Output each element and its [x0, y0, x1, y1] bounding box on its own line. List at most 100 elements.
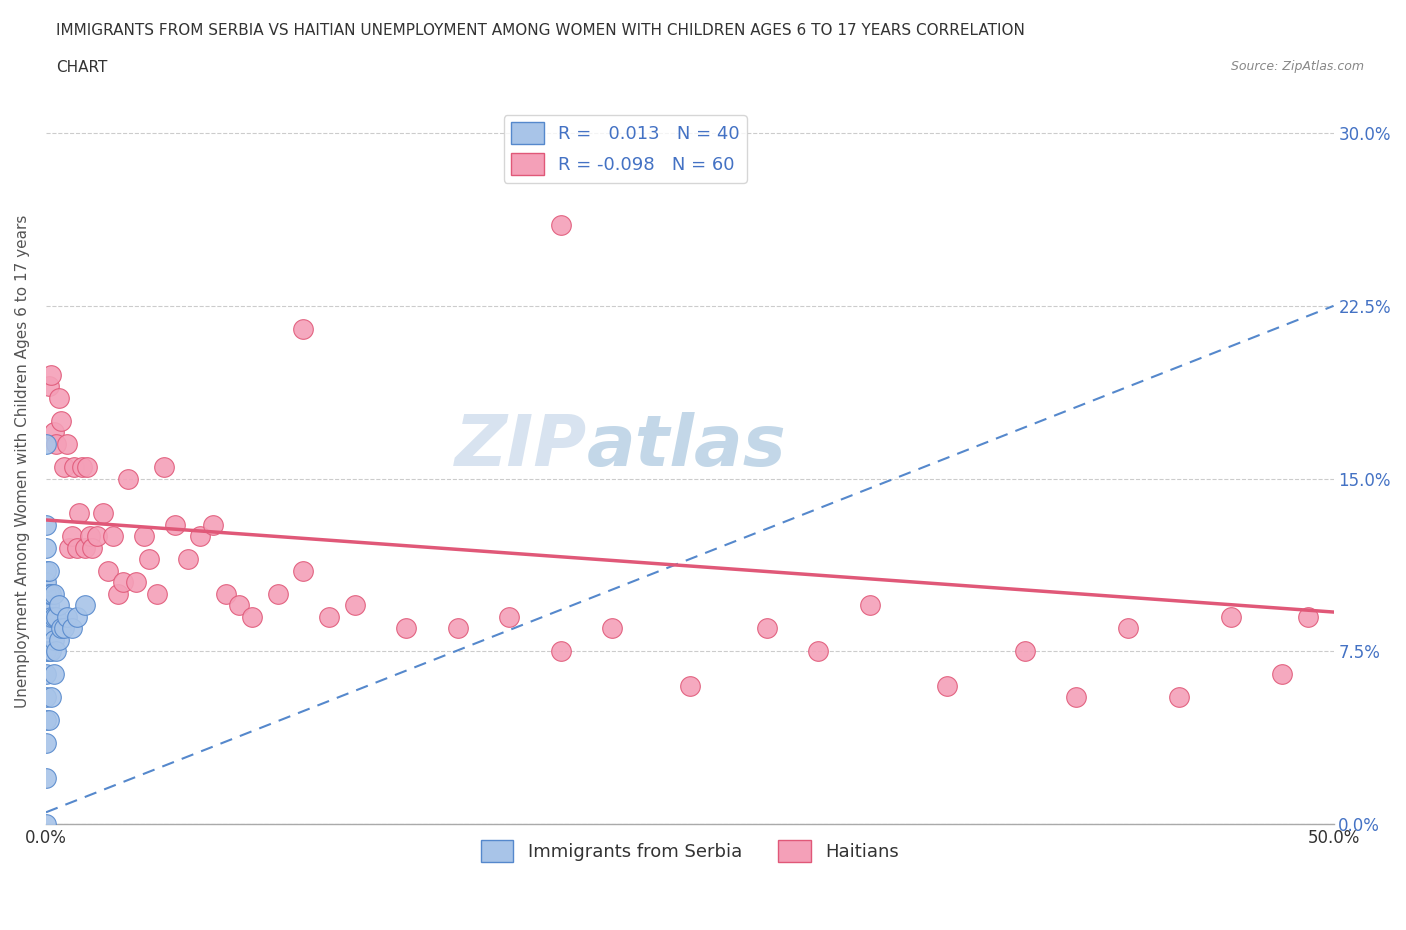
Point	[63, 459, 86, 474]
Point	[38, 564, 60, 578]
Text: atlas: atlas	[586, 412, 786, 481]
Point	[39, 690, 62, 705]
Point	[73, 598, 96, 613]
Point	[215, 586, 238, 601]
Point	[138, 551, 160, 566]
Point	[35, 517, 58, 532]
Point	[35, 690, 58, 705]
Point	[38, 644, 60, 658]
Point	[35, 586, 58, 601]
Point	[292, 564, 315, 578]
Point	[163, 517, 186, 532]
Point	[107, 586, 129, 601]
Point	[35, 564, 58, 578]
Point	[1271, 667, 1294, 682]
Point	[498, 609, 520, 624]
Point	[39, 586, 62, 601]
Point	[42, 586, 65, 601]
Point	[86, 528, 108, 543]
Point	[53, 620, 76, 635]
Point	[60, 620, 83, 635]
Point	[39, 644, 62, 658]
Y-axis label: Unemployment Among Women with Children Ages 6 to 17 years: Unemployment Among Women with Children A…	[15, 215, 30, 708]
Point	[395, 620, 418, 635]
Point	[1219, 609, 1241, 624]
Point	[35, 712, 58, 727]
Point	[292, 322, 315, 337]
Point	[73, 540, 96, 555]
Point	[1296, 609, 1319, 624]
Point	[1168, 690, 1191, 705]
Legend: Immigrants from Serbia, Haitians: Immigrants from Serbia, Haitians	[474, 832, 905, 870]
Point	[1116, 620, 1139, 635]
Point	[45, 609, 67, 624]
Point	[190, 528, 212, 543]
Point	[45, 644, 67, 658]
Point	[35, 598, 58, 613]
Point	[35, 667, 58, 682]
Point	[66, 609, 89, 624]
Point	[550, 644, 572, 658]
Point	[42, 632, 65, 647]
Point	[45, 436, 67, 451]
Point	[82, 540, 104, 555]
Point	[35, 620, 58, 635]
Point	[807, 644, 830, 658]
Point	[39, 609, 62, 624]
Point	[125, 575, 148, 590]
Point	[38, 598, 60, 613]
Point	[447, 620, 470, 635]
Point	[35, 644, 58, 658]
Point	[35, 817, 58, 831]
Point	[35, 609, 58, 624]
Point	[602, 620, 624, 635]
Point	[228, 598, 250, 613]
Point	[176, 551, 198, 566]
Point	[38, 586, 60, 601]
Point	[240, 609, 263, 624]
Point	[550, 218, 572, 232]
Point	[42, 667, 65, 682]
Point	[70, 459, 93, 474]
Point	[35, 770, 58, 785]
Point	[101, 528, 124, 543]
Point	[35, 736, 58, 751]
Point	[97, 564, 120, 578]
Point	[112, 575, 135, 590]
Text: CHART: CHART	[56, 60, 108, 75]
Point	[79, 528, 101, 543]
Point	[117, 472, 139, 486]
Point	[53, 459, 76, 474]
Text: IMMIGRANTS FROM SERBIA VS HAITIAN UNEMPLOYMENT AMONG WOMEN WITH CHILDREN AGES 6 : IMMIGRANTS FROM SERBIA VS HAITIAN UNEMPL…	[56, 23, 1025, 38]
Point	[202, 517, 225, 532]
Point	[936, 678, 959, 693]
Point	[267, 586, 290, 601]
Point	[69, 506, 91, 521]
Point	[55, 609, 77, 624]
Point	[38, 379, 60, 394]
Point	[1064, 690, 1087, 705]
Point	[756, 620, 779, 635]
Point	[42, 425, 65, 440]
Point	[51, 414, 73, 429]
Point	[48, 632, 70, 647]
Point	[51, 620, 73, 635]
Point	[66, 540, 89, 555]
Point	[679, 678, 702, 693]
Point	[55, 436, 77, 451]
Point	[76, 459, 98, 474]
Text: Source: ZipAtlas.com: Source: ZipAtlas.com	[1230, 60, 1364, 73]
Point	[859, 598, 882, 613]
Point	[153, 459, 176, 474]
Point	[343, 598, 366, 613]
Point	[318, 609, 340, 624]
Point	[60, 528, 83, 543]
Point	[48, 598, 70, 613]
Text: ZIP: ZIP	[454, 412, 586, 481]
Point	[48, 391, 70, 405]
Point	[42, 609, 65, 624]
Point	[1014, 644, 1036, 658]
Point	[91, 506, 114, 521]
Point	[132, 528, 155, 543]
Point	[58, 540, 80, 555]
